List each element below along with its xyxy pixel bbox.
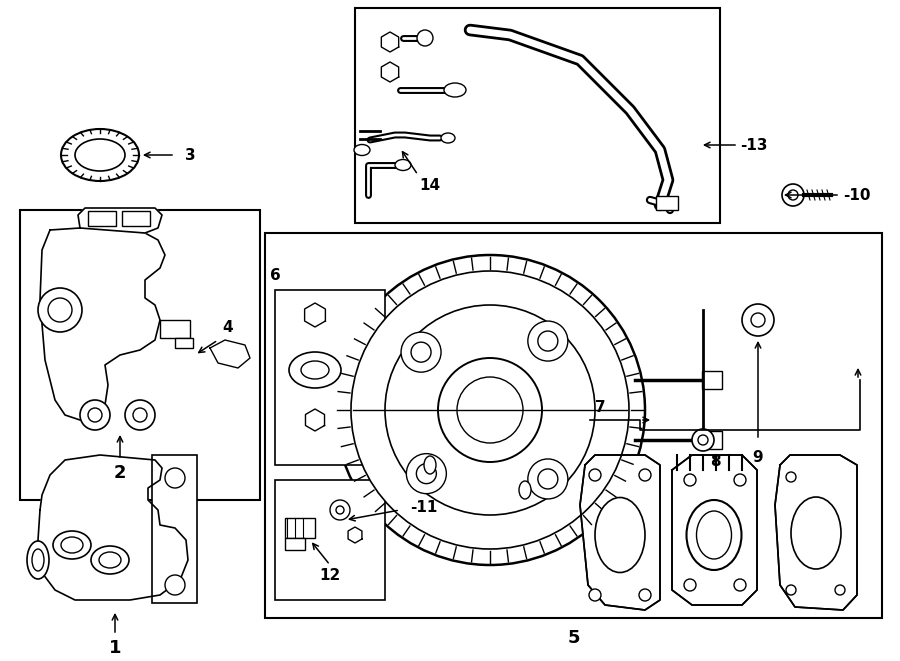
- Polygon shape: [40, 228, 165, 420]
- Text: -11: -11: [410, 500, 437, 514]
- Text: 1: 1: [109, 639, 122, 657]
- Bar: [88, 211, 116, 226]
- Circle shape: [692, 429, 714, 451]
- Ellipse shape: [424, 456, 436, 474]
- Circle shape: [589, 469, 601, 481]
- Ellipse shape: [75, 139, 125, 171]
- Ellipse shape: [99, 552, 121, 568]
- Text: 2: 2: [113, 464, 126, 482]
- Circle shape: [165, 468, 185, 488]
- Polygon shape: [210, 340, 250, 368]
- Ellipse shape: [301, 361, 329, 379]
- Text: 6: 6: [270, 268, 281, 282]
- Ellipse shape: [61, 537, 83, 553]
- Ellipse shape: [61, 129, 139, 181]
- Circle shape: [684, 474, 696, 486]
- Text: 5: 5: [568, 629, 580, 647]
- Circle shape: [330, 500, 350, 520]
- Circle shape: [589, 589, 601, 601]
- Bar: [285, 538, 305, 550]
- Polygon shape: [38, 455, 188, 600]
- Circle shape: [639, 469, 651, 481]
- Circle shape: [351, 271, 629, 549]
- Circle shape: [457, 377, 523, 443]
- Circle shape: [786, 585, 796, 595]
- Polygon shape: [672, 455, 757, 605]
- Circle shape: [438, 358, 542, 462]
- Text: 7: 7: [595, 401, 606, 416]
- Text: 3: 3: [185, 147, 195, 163]
- Polygon shape: [78, 208, 162, 233]
- Text: -13: -13: [740, 137, 768, 153]
- Ellipse shape: [32, 549, 44, 571]
- Circle shape: [528, 459, 568, 499]
- Bar: [20, 210, 260, 500]
- Circle shape: [385, 305, 595, 515]
- Circle shape: [336, 506, 344, 514]
- Circle shape: [684, 579, 696, 591]
- Circle shape: [88, 408, 102, 422]
- Ellipse shape: [791, 497, 841, 569]
- Circle shape: [639, 589, 651, 601]
- Circle shape: [698, 435, 708, 445]
- Bar: [152, 455, 197, 603]
- Ellipse shape: [444, 83, 466, 97]
- Ellipse shape: [595, 498, 645, 572]
- Bar: [702, 431, 722, 449]
- Circle shape: [734, 579, 746, 591]
- Bar: [160, 320, 190, 338]
- Text: 14: 14: [419, 178, 441, 192]
- Ellipse shape: [53, 531, 91, 559]
- Circle shape: [48, 298, 72, 322]
- Circle shape: [335, 255, 645, 565]
- Text: 9: 9: [752, 451, 763, 465]
- Text: 4: 4: [222, 321, 233, 336]
- Circle shape: [38, 288, 82, 332]
- Circle shape: [133, 408, 147, 422]
- Ellipse shape: [395, 159, 411, 171]
- Text: 12: 12: [320, 568, 340, 582]
- Circle shape: [401, 332, 441, 372]
- Circle shape: [786, 472, 796, 482]
- Bar: [175, 338, 193, 348]
- Bar: [656, 196, 678, 210]
- Polygon shape: [775, 455, 857, 610]
- Bar: [122, 211, 150, 226]
- Circle shape: [734, 474, 746, 486]
- Text: 8: 8: [710, 455, 720, 469]
- Circle shape: [125, 400, 155, 430]
- Ellipse shape: [91, 546, 129, 574]
- Circle shape: [538, 469, 558, 489]
- Circle shape: [751, 313, 765, 327]
- Ellipse shape: [441, 133, 455, 143]
- Circle shape: [417, 30, 433, 46]
- Circle shape: [417, 463, 436, 484]
- Bar: [285, 518, 315, 538]
- Circle shape: [835, 585, 845, 595]
- Circle shape: [538, 331, 558, 351]
- Ellipse shape: [289, 352, 341, 388]
- Ellipse shape: [519, 481, 531, 499]
- Circle shape: [528, 321, 568, 361]
- Circle shape: [742, 304, 774, 336]
- Bar: [265, 233, 882, 618]
- Circle shape: [165, 575, 185, 595]
- Polygon shape: [580, 455, 660, 610]
- Ellipse shape: [354, 145, 370, 155]
- Ellipse shape: [687, 500, 742, 570]
- Bar: [355, 8, 720, 223]
- Circle shape: [407, 453, 446, 494]
- Circle shape: [80, 400, 110, 430]
- Circle shape: [411, 342, 431, 362]
- Ellipse shape: [27, 541, 49, 579]
- Bar: [275, 290, 385, 465]
- Circle shape: [782, 184, 804, 206]
- Text: -10: -10: [843, 188, 870, 202]
- Bar: [702, 371, 722, 389]
- Circle shape: [788, 190, 798, 200]
- Bar: [275, 480, 385, 600]
- Ellipse shape: [697, 511, 732, 559]
